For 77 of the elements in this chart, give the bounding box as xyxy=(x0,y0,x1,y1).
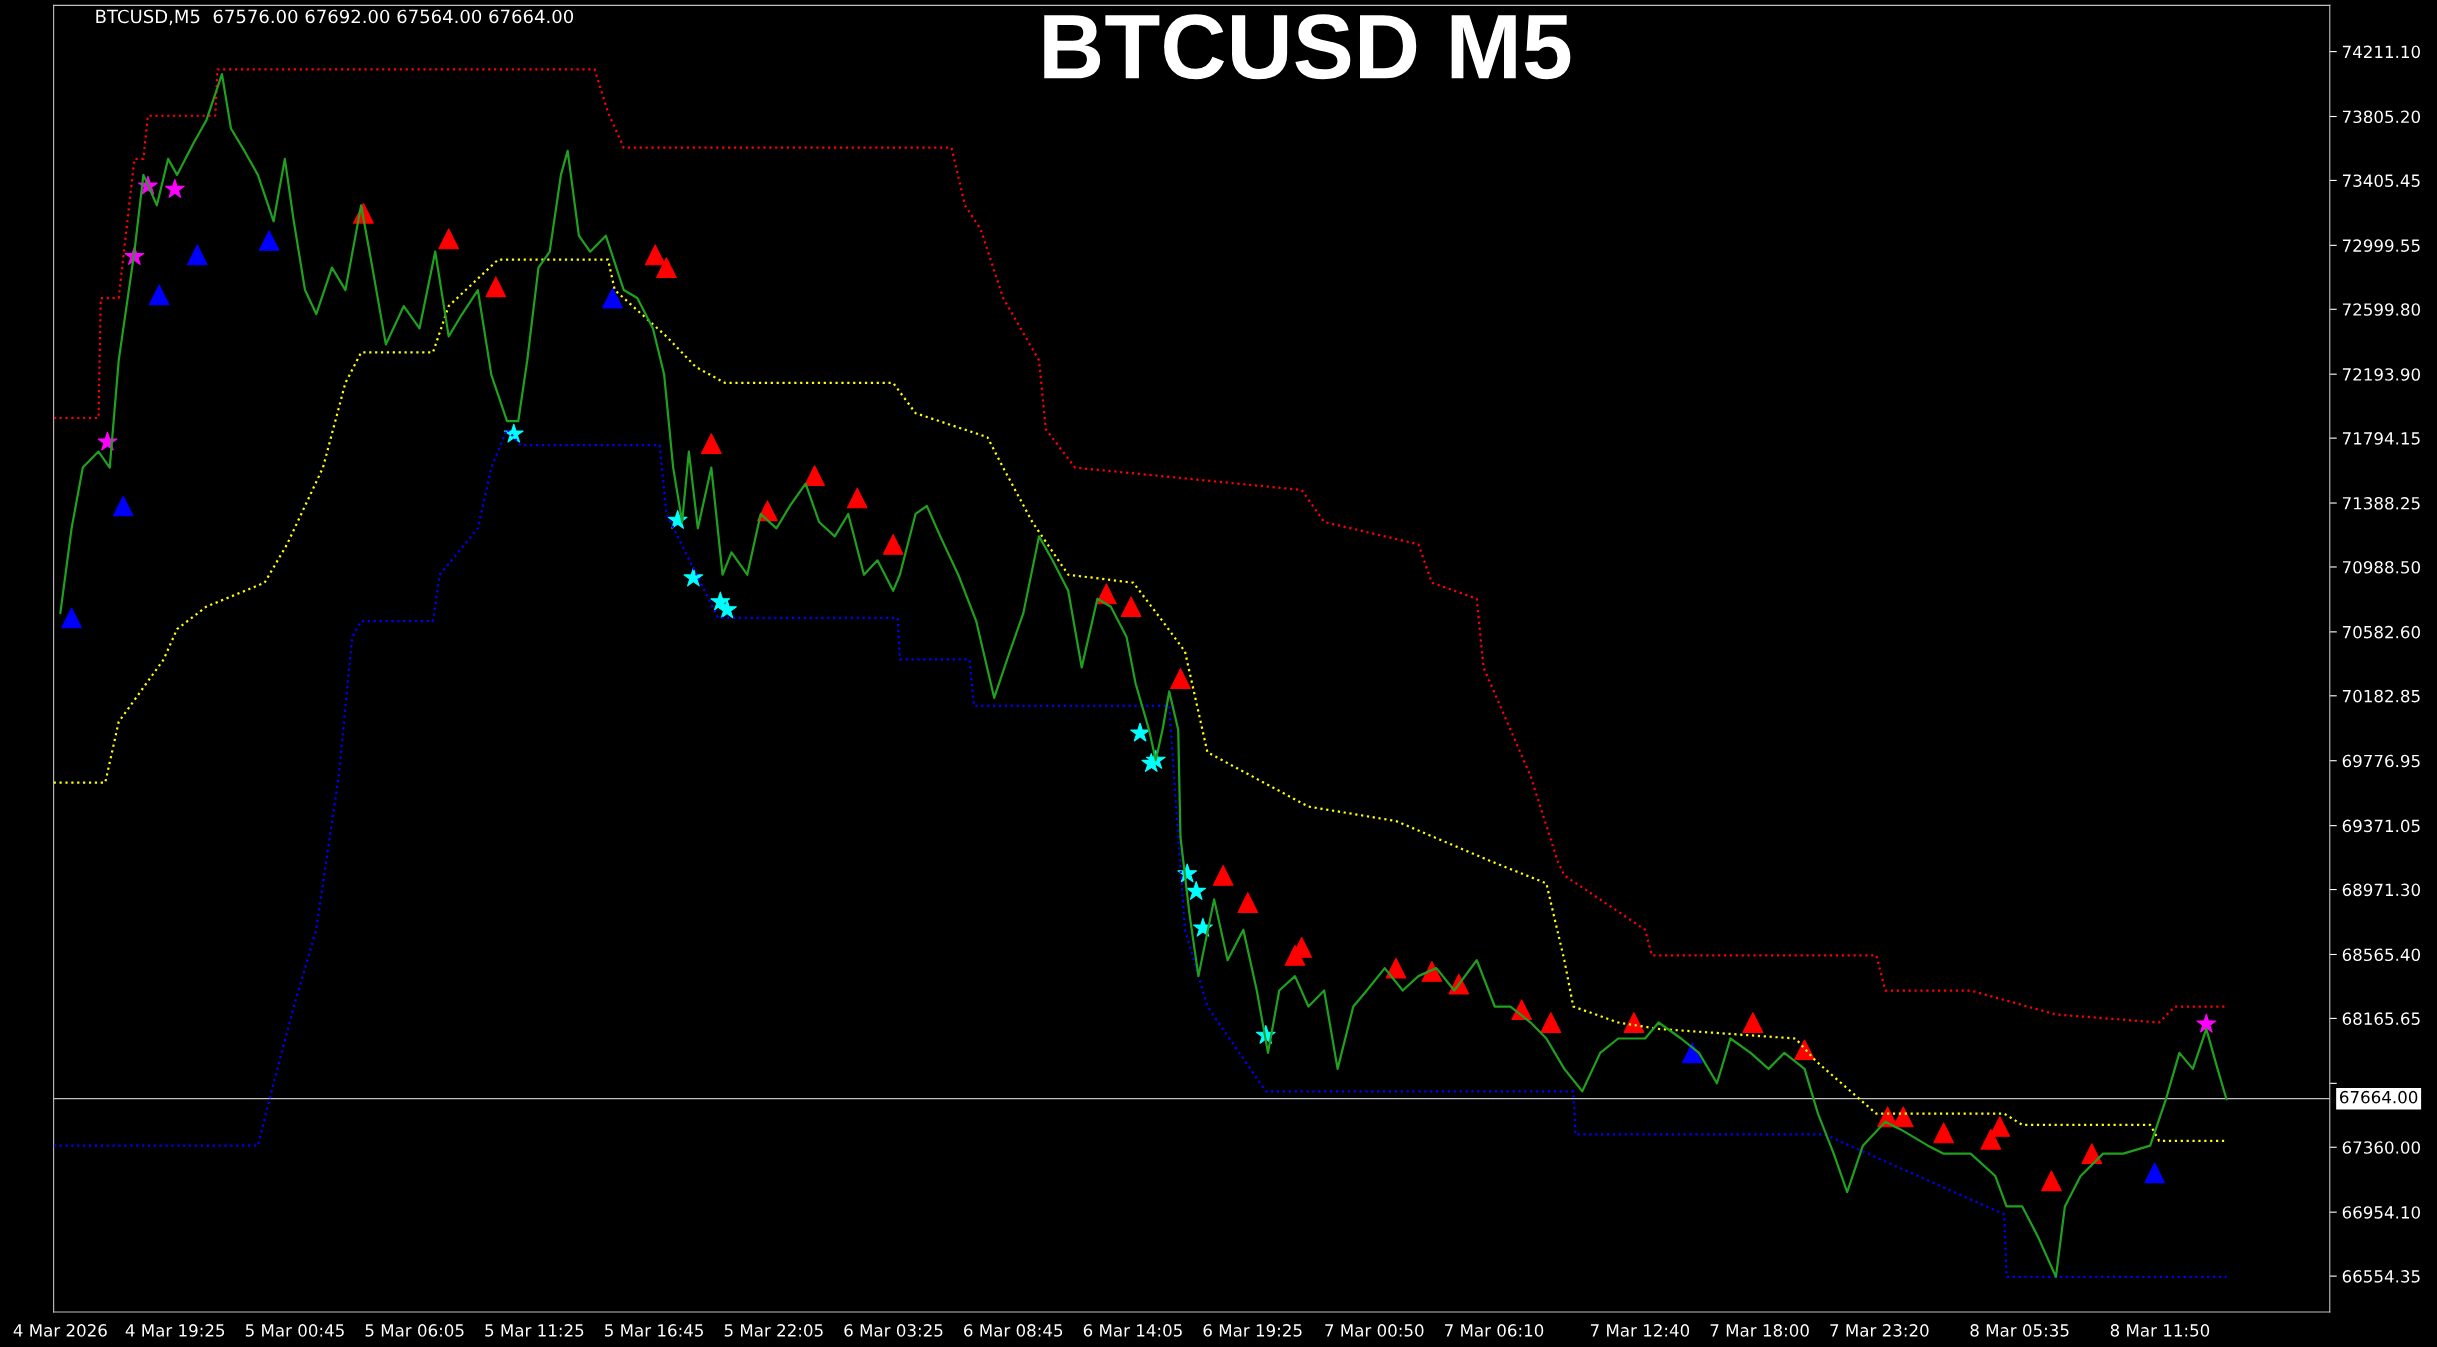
y-tick-label: 72193.90 xyxy=(2342,368,2420,381)
y-tick-label: 73805.20 xyxy=(2342,110,2420,124)
point xyxy=(683,567,704,587)
point xyxy=(1385,957,1407,979)
x-tick-label: 6 Mar 08:45 xyxy=(964,1324,1063,1337)
point xyxy=(1120,596,1142,618)
point xyxy=(656,257,677,279)
x-tick-label: 5 Mar 16:45 xyxy=(605,1324,703,1337)
y-tick-label: 72599.80 xyxy=(2342,303,2420,316)
y-tick-label: 73405.45 xyxy=(2342,174,2420,187)
point xyxy=(2144,1162,2166,1184)
point xyxy=(485,276,507,298)
x-tick-label: 5 Mar 00:45 xyxy=(245,1324,344,1337)
x-tick-label: 5 Mar 06:05 xyxy=(365,1324,464,1337)
x-tick-label: 7 Mar 00:50 xyxy=(1325,1324,1424,1337)
y-tick-label: 66954.10 xyxy=(2342,1206,2420,1219)
point xyxy=(1980,1128,2002,1150)
point xyxy=(1623,1012,1645,1033)
point xyxy=(846,487,868,509)
x-tick-label: 7 Mar 06:10 xyxy=(1445,1324,1544,1337)
point xyxy=(2196,1013,2217,1033)
point xyxy=(1170,668,1191,690)
ref-line-label: 67664.00 xyxy=(2340,1090,2418,1104)
x-tick-label: 8 Mar 11:50 xyxy=(2110,1324,2210,1337)
point xyxy=(700,433,722,454)
point xyxy=(438,228,460,250)
x-tick-label: 5 Mar 22:05 xyxy=(724,1324,823,1337)
y-tick-label: 70582.60 xyxy=(2342,625,2420,639)
point xyxy=(602,287,623,309)
point xyxy=(1130,722,1150,742)
y-tick-label: 69776.95 xyxy=(2342,754,2420,768)
annotation: BTCUSD,M5 67576.00 67692.00 67564.00 67664.00 xyxy=(96,9,574,26)
point xyxy=(503,423,524,443)
point xyxy=(804,465,825,486)
x-tick-label: 6 Mar 14:05 xyxy=(1083,1324,1182,1337)
x-tick-label: 4 Mar 2026 xyxy=(13,1324,107,1337)
point xyxy=(644,244,666,266)
point xyxy=(717,599,737,619)
point xyxy=(61,607,82,629)
point xyxy=(258,230,280,251)
y-tick-label: 70182.85 xyxy=(2342,689,2420,703)
point xyxy=(1892,1106,1914,1128)
point xyxy=(882,533,904,555)
x-tick-label: 6 Mar 03:25 xyxy=(844,1324,943,1337)
point xyxy=(1742,1012,1764,1033)
point xyxy=(164,178,185,198)
y-tick-label: 69371.05 xyxy=(2342,819,2420,833)
point xyxy=(1681,1042,1703,1064)
y-tick-label: 70988.50 xyxy=(2342,560,2420,574)
x-tick-label: 5 Mar 11:25 xyxy=(485,1324,584,1337)
point xyxy=(1933,1122,1955,1144)
point xyxy=(2081,1143,2103,1165)
point xyxy=(148,284,170,306)
x-tick-label: 7 Mar 18:00 xyxy=(1710,1324,1809,1337)
x-tick-label: 6 Mar 19:25 xyxy=(1203,1324,1302,1337)
y-tick-label: 66554.35 xyxy=(2342,1270,2420,1283)
point xyxy=(1186,880,1207,900)
y-tick-label: 72999.55 xyxy=(2342,239,2420,252)
point xyxy=(1237,892,1259,913)
point xyxy=(1989,1116,2011,1137)
x-tick-label: 7 Mar 23:20 xyxy=(1830,1324,1929,1337)
y-tick-label: 68565.40 xyxy=(2342,948,2420,962)
y-tick-label: 67360.00 xyxy=(2342,1141,2420,1154)
point xyxy=(186,244,208,266)
y-tick-label: 71388.25 xyxy=(2342,497,2420,510)
x-tick-label: 8 Mar 05:35 xyxy=(1970,1324,2069,1337)
y-tick-label: 68971.30 xyxy=(2342,883,2420,897)
x-tick-label: 4 Mar 19:25 xyxy=(125,1324,225,1337)
point xyxy=(1212,865,1234,886)
x-tick-label: 7 Mar 12:40 xyxy=(1590,1324,1690,1337)
point xyxy=(112,495,134,517)
chart-title: BTCUSD M5 xyxy=(1044,14,1571,80)
y-tick-label: 74211.10 xyxy=(2342,45,2420,59)
point xyxy=(1540,1012,1562,1033)
point xyxy=(2041,1170,2062,1192)
y-tick-label: 71794.15 xyxy=(2342,432,2420,445)
y-tick-label: 68165.65 xyxy=(2342,1012,2420,1025)
